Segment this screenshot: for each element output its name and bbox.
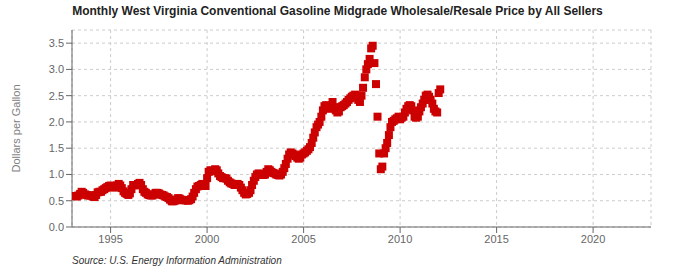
svg-text:1995: 1995 xyxy=(98,233,122,245)
svg-text:3.5: 3.5 xyxy=(49,37,64,49)
svg-text:1.5: 1.5 xyxy=(49,142,64,154)
svg-text:2015: 2015 xyxy=(484,233,508,245)
svg-text:2005: 2005 xyxy=(291,233,315,245)
svg-text:2010: 2010 xyxy=(388,233,412,245)
svg-text:2020: 2020 xyxy=(581,233,605,245)
html-text:Monthly West Virginia Conventi: Monthly West Virginia Conventional Gasol… xyxy=(72,4,603,18)
svg-text:2000: 2000 xyxy=(195,233,219,245)
html-text:Source: U.S. Energy Informatio: Source: U.S. Energy Information Administ… xyxy=(72,255,282,266)
svg-text:1.0: 1.0 xyxy=(49,168,64,180)
svg-text:Dollars per Gallon: Dollars per Gallon xyxy=(10,84,22,172)
svg-text:0.5: 0.5 xyxy=(49,195,64,207)
svg-text:0.0: 0.0 xyxy=(49,221,64,233)
svg-text:2.5: 2.5 xyxy=(49,90,64,102)
svg-text:3.0: 3.0 xyxy=(49,63,64,75)
svg-text:2.0: 2.0 xyxy=(49,116,64,128)
